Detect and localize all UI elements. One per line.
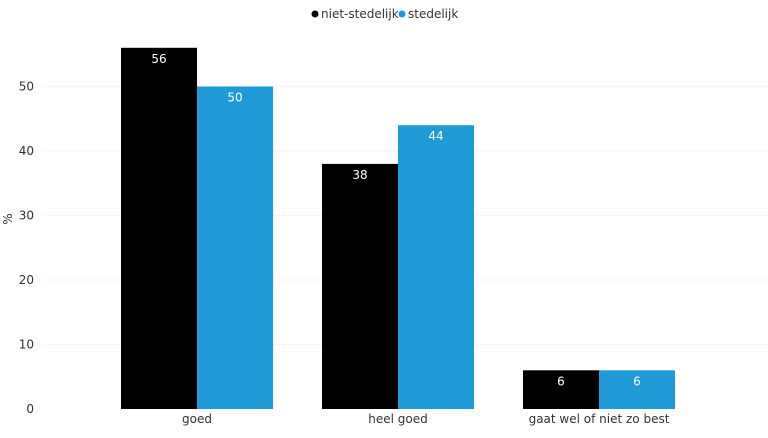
legend-item[interactable]: stedelijk	[398, 7, 459, 21]
legend-label: niet-stedelijk	[321, 7, 399, 21]
bar-value-label: 50	[227, 91, 242, 105]
data-labels: 56 50 38 44 6 6	[151, 52, 641, 388]
bar	[322, 163, 398, 409]
y-tick-label: 20	[19, 273, 34, 287]
x-tick-label: goed	[182, 412, 212, 426]
bar	[523, 370, 599, 409]
y-tick-label: 30	[19, 209, 34, 223]
bar-value-label: 56	[151, 52, 166, 66]
bar-value-label: 6	[557, 374, 565, 388]
x-axis: goed heel goed gaat wel of niet zo best	[182, 412, 670, 426]
y-axis-title: %	[1, 213, 15, 224]
x-tick-label: gaat wel of niet zo best	[529, 412, 670, 426]
legend: niet-stedelijk stedelijk	[311, 7, 459, 21]
bar	[121, 47, 197, 410]
legend-label: stedelijk	[408, 7, 458, 21]
y-tick-label: 40	[19, 144, 34, 158]
bar-value-label: 44	[428, 129, 443, 143]
bar-value-label: 38	[352, 168, 367, 182]
bar	[197, 86, 273, 409]
x-tick-label: heel goed	[368, 412, 427, 426]
y-tick-label: 10	[19, 338, 34, 352]
bars	[121, 47, 675, 410]
legend-marker	[398, 10, 406, 18]
bar	[398, 125, 474, 409]
bar-value-label: 6	[633, 374, 641, 388]
y-tick-label: 0	[26, 402, 34, 416]
y-tick-label: 50	[19, 80, 34, 94]
y-axis: 0 10 20 30 40 50%	[1, 80, 34, 417]
legend-item[interactable]: niet-stedelijk	[311, 7, 399, 21]
legend-marker	[311, 10, 319, 18]
bar	[599, 370, 675, 409]
